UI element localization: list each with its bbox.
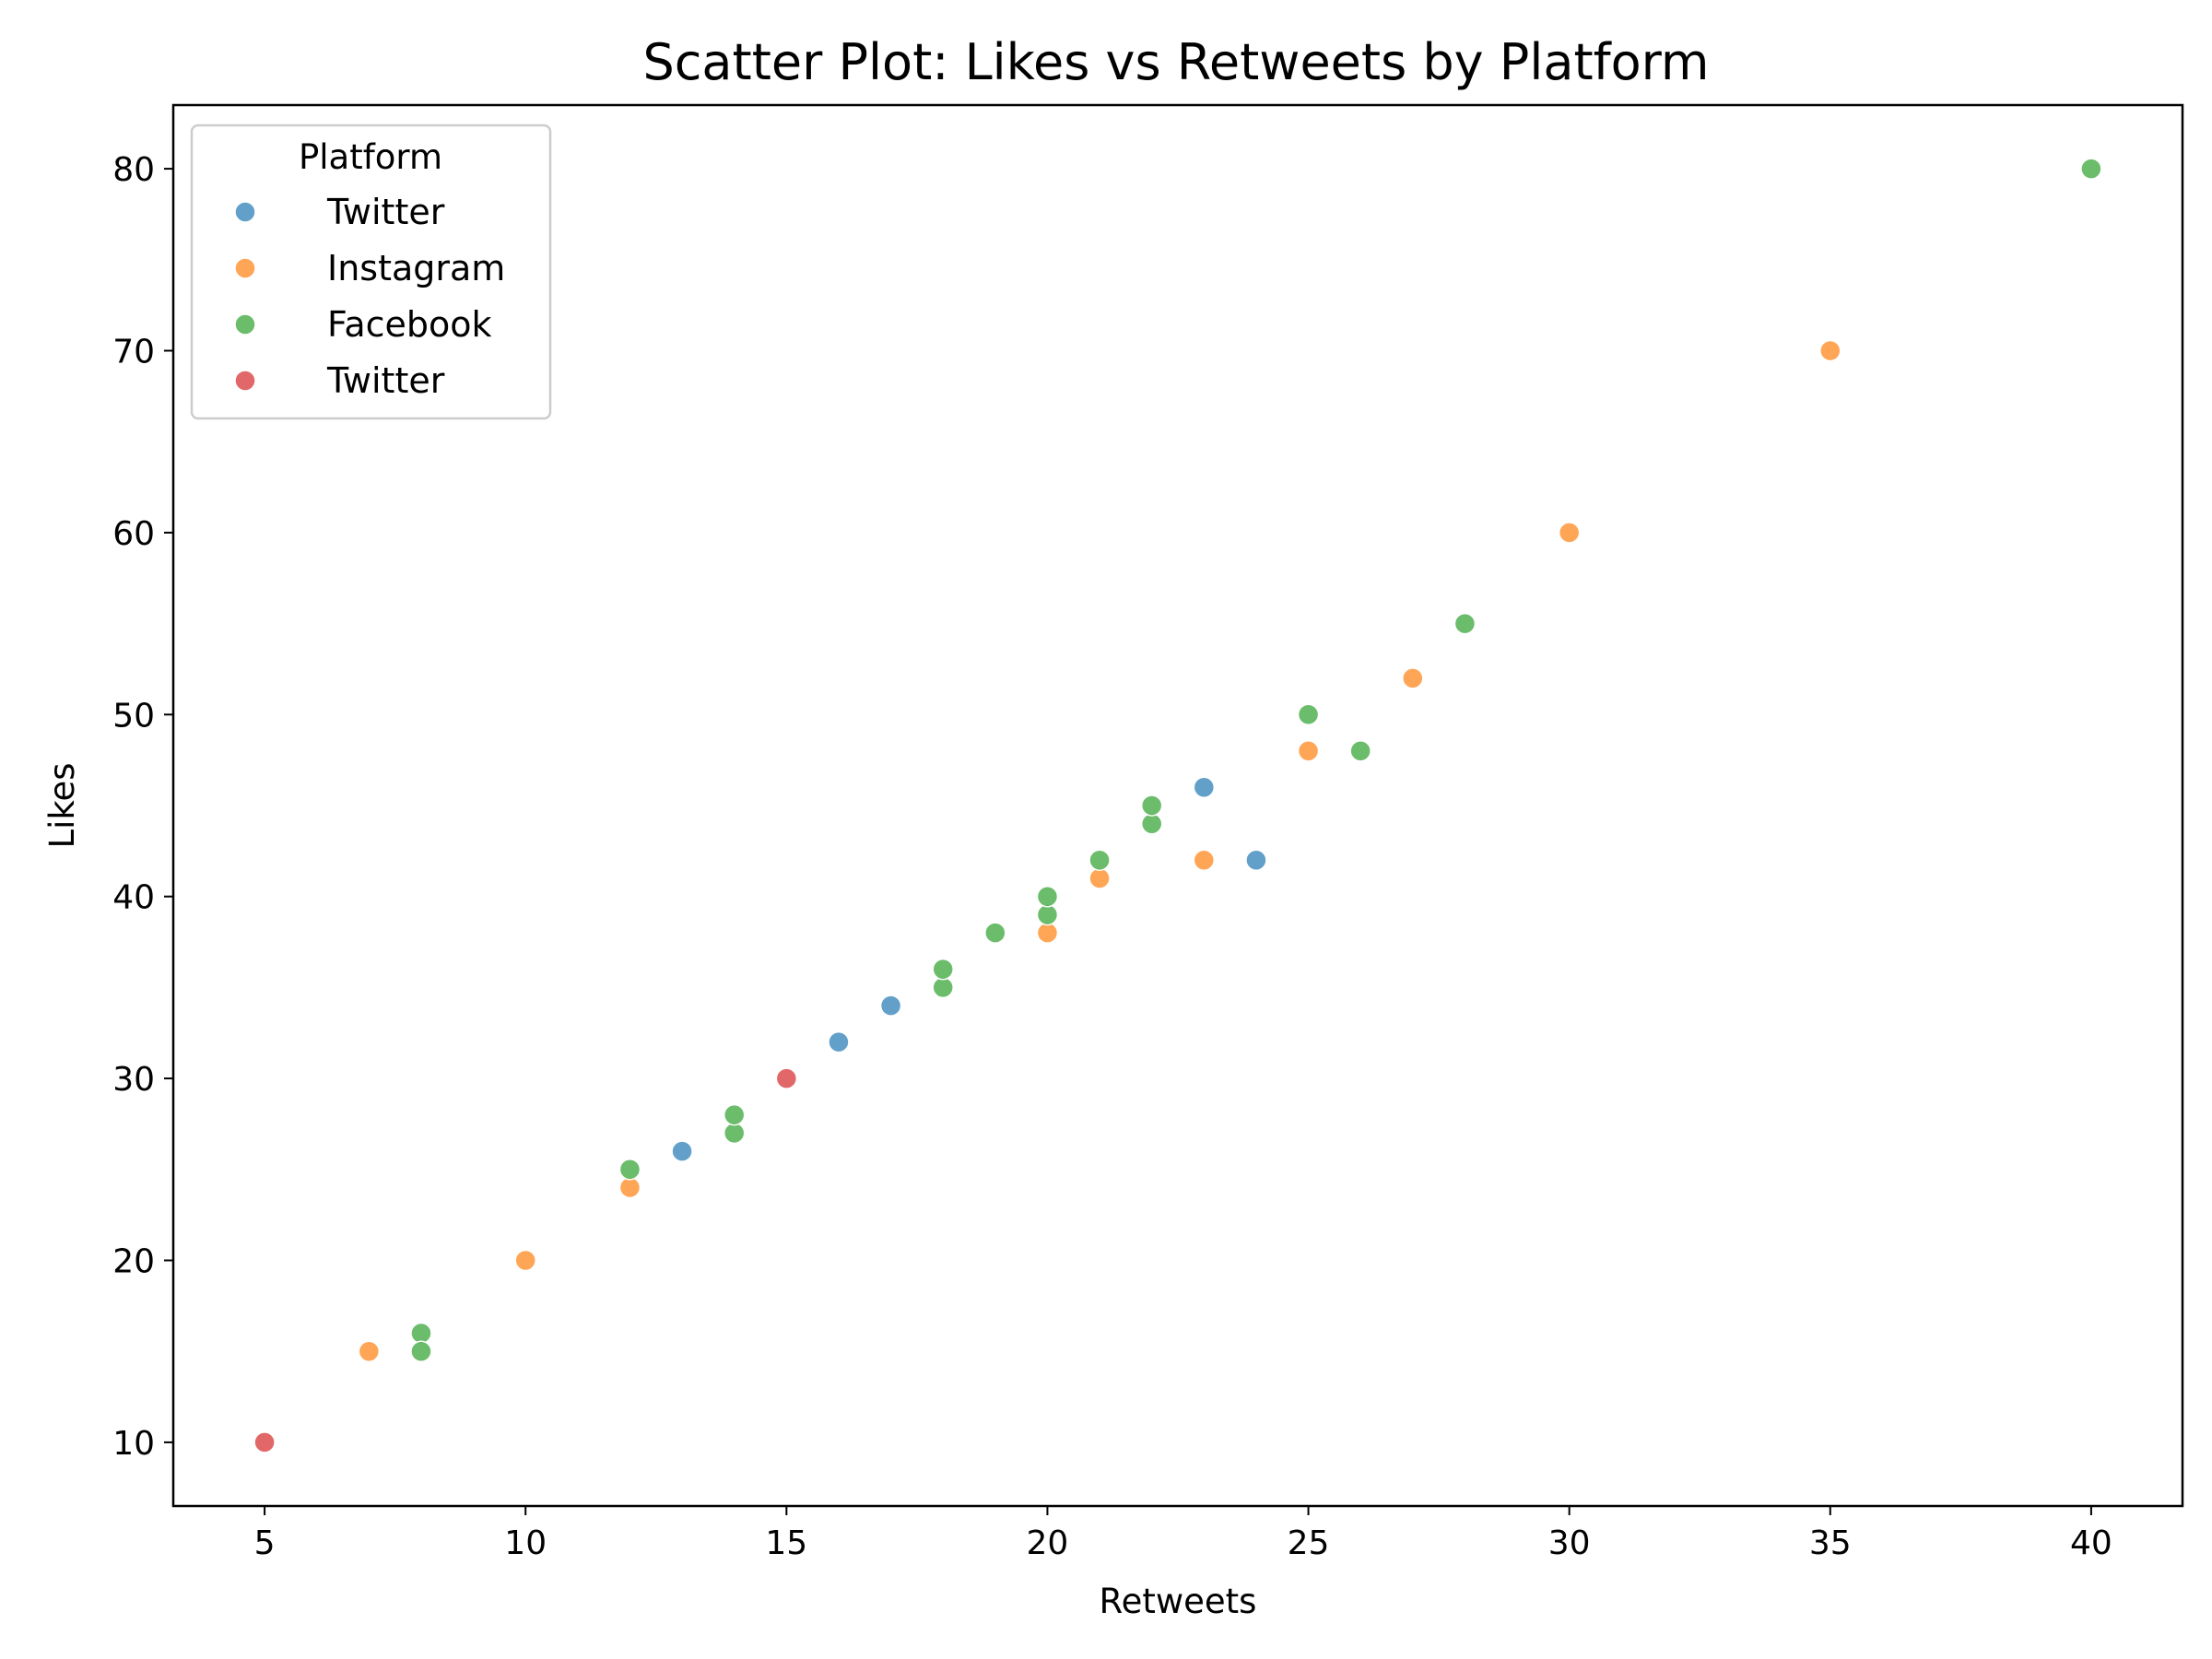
data-point-series-2-16: [2080, 158, 2102, 180]
data-point-series-2-8: [1036, 903, 1059, 926]
data-point-series-0-2: [879, 994, 902, 1017]
legend-box: [190, 124, 552, 420]
data-point-series-1-9: [1819, 339, 1841, 362]
data-point-series-2-7: [984, 922, 1006, 944]
data-point-series-2-10: [1088, 849, 1111, 871]
data-points: [253, 158, 2102, 1453]
y-tick-label-7: 80: [112, 151, 155, 189]
y-tick-label-6: 70: [112, 333, 155, 371]
x-tick-label-4: 25: [1288, 1524, 1330, 1562]
data-point-series-2-14: [1349, 740, 1371, 762]
data-point-series-0-4: [1245, 849, 1267, 871]
data-point-series-1-2: [618, 1176, 641, 1199]
data-point-series-1-7: [1402, 667, 1424, 689]
y-tick-label-5: 60: [112, 515, 155, 553]
data-point-series-0-3: [1193, 776, 1216, 799]
legend-marker-1: [234, 257, 256, 279]
plot-area-frame: [171, 103, 2184, 1508]
legend-label-3: Twitter: [326, 360, 445, 401]
x-tick-label-1: 10: [504, 1524, 547, 1562]
data-point-series-2-2: [618, 1159, 641, 1181]
x-tick-label-6: 35: [1809, 1524, 1852, 1562]
data-point-series-2-6: [932, 958, 954, 981]
data-point-series-1-6: [1297, 740, 1320, 762]
x-tick-label-7: 40: [2070, 1524, 2112, 1562]
x-axis-label: Retweets: [1100, 1582, 1257, 1621]
data-point-series-1-0: [358, 1340, 381, 1362]
data-point-series-2-11: [1140, 812, 1163, 835]
x-tick-label-0: 5: [254, 1524, 276, 1562]
y-tick-label-2: 30: [112, 1061, 155, 1099]
data-point-series-0-0: [671, 1140, 693, 1162]
y-axis-label: Likes: [42, 762, 82, 848]
legend-label-1: Instagram: [327, 248, 505, 288]
data-point-series-3-0: [253, 1431, 276, 1453]
legend-marker-0: [234, 201, 256, 223]
data-point-series-1-3: [1036, 922, 1059, 944]
data-point-series-2-0: [410, 1322, 432, 1345]
x-axis-ticks: 5 10 15 20 25 30 35 40: [254, 1506, 2112, 1562]
data-point-series-2-12: [1140, 794, 1163, 817]
data-point-series-1-4: [1088, 867, 1111, 889]
data-point-series-1-5: [1193, 849, 1216, 871]
legend-entries: Twitter Instagram Facebook Twitter: [234, 192, 505, 401]
data-point-series-2-15: [1453, 612, 1477, 635]
y-axis-ticks: 10 20 30 40 50 60 70 80: [112, 151, 173, 1463]
data-point-series-1-1: [514, 1249, 536, 1272]
data-point-series-3-1: [775, 1067, 798, 1089]
y-tick-label-1: 20: [112, 1243, 155, 1281]
legend-marker-3: [234, 370, 256, 392]
data-point-series-0-1: [828, 1030, 850, 1053]
data-point-series-2-9: [1036, 885, 1059, 908]
data-point-series-2-3: [723, 1122, 746, 1145]
data-point-series-2-4: [723, 1103, 746, 1126]
chart-title: Scatter Plot: Likes vs Retweets by Platf…: [642, 33, 1709, 91]
x-tick-label-3: 20: [1027, 1524, 1069, 1562]
y-tick-label-4: 50: [112, 697, 155, 735]
legend-label-2: Facebook: [327, 304, 492, 345]
data-point-series-1-8: [1558, 522, 1581, 544]
data-point-series-2-13: [1297, 703, 1320, 726]
x-tick-label-5: 30: [1548, 1524, 1591, 1562]
data-point-series-2-5: [932, 976, 954, 999]
legend-label-0: Twitter: [326, 192, 445, 232]
legend-marker-2: [234, 313, 256, 335]
x-tick-label-2: 15: [765, 1524, 807, 1562]
y-tick-label-0: 10: [112, 1425, 155, 1463]
legend: Platform Twitter Instagram Facebook Twitter: [190, 124, 552, 420]
data-point-series-2-1: [410, 1340, 432, 1362]
legend-title: Platform: [299, 137, 442, 177]
y-tick-label-3: 40: [112, 879, 155, 917]
